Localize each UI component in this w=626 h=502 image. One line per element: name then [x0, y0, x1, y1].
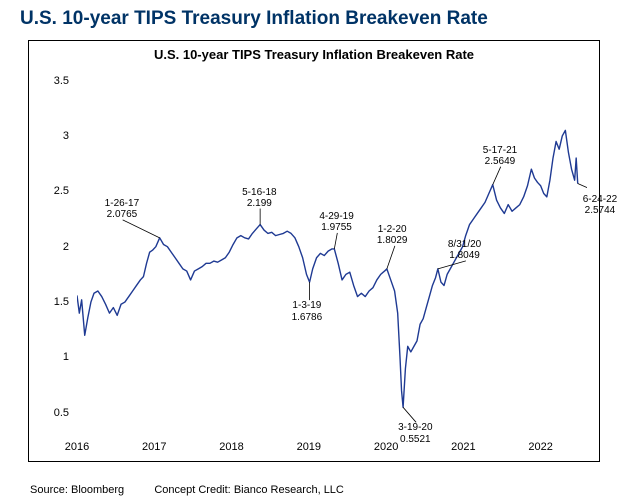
x-tick-label: 2020: [374, 441, 398, 453]
x-tick-label: 2016: [65, 441, 89, 453]
chart-svg: [77, 75, 587, 435]
x-tick-label: 2019: [297, 441, 321, 453]
chart-container: U.S. 10-year TIPS Treasury Inflation Bre…: [28, 40, 600, 462]
x-tick-label: 2022: [528, 441, 552, 453]
plot-area: 1-26-172.0765 5-16-182.199 1-3-191.6786 4-2…: [77, 75, 587, 435]
x-tick-label: 2017: [142, 441, 166, 453]
x-tick-label: 2021: [451, 441, 475, 453]
annotation-label: 3-19-200.5521: [398, 422, 432, 445]
y-tick-label: 1: [29, 351, 69, 363]
annotation-label: 8/31/201.8049: [448, 239, 481, 262]
page: { "main_title": "U.S. 10-year TIPS Treas…: [0, 0, 626, 502]
source-value: Bloomberg: [71, 484, 124, 496]
source-line: Source: Bloomberg Concept Credit: Bianco…: [30, 484, 344, 496]
annotation-label: 1-3-191.6786: [292, 300, 323, 323]
line-series: [77, 130, 578, 407]
y-tick-label: 2.5: [29, 185, 69, 197]
annotation-label: 1-26-172.0765: [105, 198, 139, 221]
annotation-label: 5-16-182.199: [242, 187, 276, 210]
y-tick-label: 1.5: [29, 296, 69, 308]
y-tick-label: 3: [29, 130, 69, 142]
annotation-label: 4-29-191.9755: [319, 211, 353, 234]
y-tick-label: 3.5: [29, 75, 69, 87]
annotation-label: 5-17-212.5649: [483, 145, 517, 168]
main-title: U.S. 10-year TIPS Treasury Inflation Bre…: [20, 8, 488, 30]
x-tick-label: 2018: [219, 441, 243, 453]
y-tick-label: 0.5: [29, 407, 69, 419]
chart-title: U.S. 10-year TIPS Treasury Inflation Bre…: [29, 47, 599, 62]
annotation-label: 1-2-201.8029: [377, 224, 408, 247]
y-tick-label: 2: [29, 241, 69, 253]
credit-label: Concept Credit:: [154, 484, 230, 496]
annotation-label: 6-24-222.5744: [583, 194, 617, 217]
source-label: Source:: [30, 484, 68, 496]
credit-value: Bianco Research, LLC: [234, 484, 344, 496]
